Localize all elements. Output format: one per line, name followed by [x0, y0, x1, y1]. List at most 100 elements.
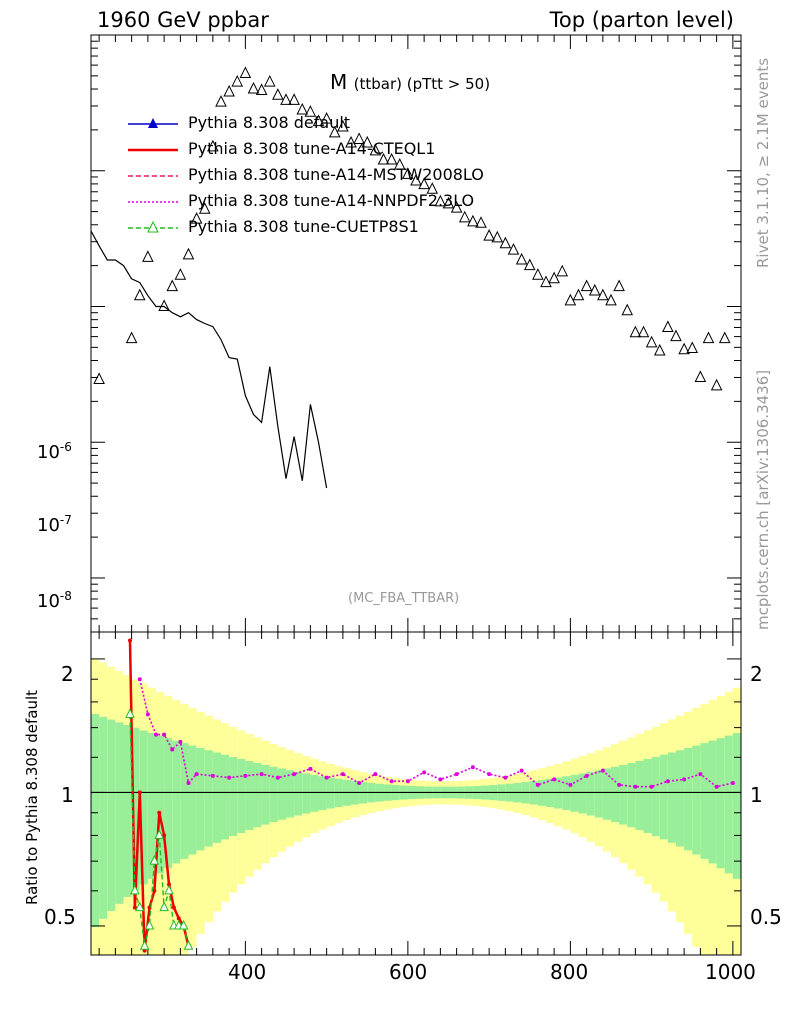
ratio-cuetp-marker — [178, 919, 189, 930]
data-point — [393, 158, 406, 170]
ratio-point — [171, 905, 176, 910]
data-point — [402, 167, 414, 179]
ratio-band-inner — [229, 756, 238, 837]
ratio-point — [714, 784, 719, 789]
ratio-point — [259, 772, 264, 777]
ratio-point — [324, 775, 329, 780]
ratio-point — [730, 781, 735, 786]
data-point — [580, 279, 593, 292]
data-point — [418, 177, 430, 190]
ratio-band-inner — [269, 766, 278, 823]
xtick-1000: 1000 — [705, 960, 756, 984]
ratio-band-inner — [286, 770, 295, 818]
ytick-label-1e-8: 10-8 — [37, 589, 72, 612]
data-point — [475, 216, 487, 228]
legend-label: Pythia 8.308 tune-A14-MSTW2008LO — [188, 165, 484, 184]
data-point — [133, 288, 146, 301]
xtick-400: 400 — [228, 960, 267, 984]
data-point — [345, 135, 357, 148]
ratio-point — [162, 732, 167, 737]
xtick-800: 800 — [550, 960, 589, 984]
ratio-point — [470, 765, 475, 770]
data-point — [247, 81, 260, 94]
ratio-cuetp-marker — [159, 901, 169, 912]
header-right: Top (parton level) — [549, 8, 734, 32]
data-point — [670, 329, 682, 342]
data-point — [377, 152, 390, 165]
data-point — [450, 201, 463, 213]
ratio-band-inner — [172, 740, 181, 864]
data-point — [272, 88, 284, 100]
ratio-point — [389, 779, 394, 784]
ratio-band-inner — [261, 764, 270, 825]
data-point — [548, 271, 560, 284]
ratio-point — [357, 781, 362, 786]
ratio-cuetp-marker — [144, 919, 155, 930]
ratio-point — [152, 888, 157, 893]
ratio-point — [438, 777, 443, 782]
ratio-band-inner — [619, 764, 628, 825]
plot-title-main: M — [330, 70, 348, 94]
ratio-ytick-2-left: 2 — [61, 662, 74, 686]
data-point — [458, 210, 471, 223]
ytick-label-1e-6: 10-6 — [37, 440, 72, 463]
ratio-point — [137, 677, 142, 682]
data-point — [215, 95, 227, 107]
data-point — [361, 135, 374, 148]
data-point — [312, 114, 325, 127]
ratio-band-inner — [156, 735, 165, 874]
data-point — [662, 320, 674, 333]
ratio-cuetp-marker — [130, 884, 140, 895]
ratio-point — [167, 882, 171, 887]
ratio-band-inner — [602, 768, 611, 820]
ratio-band-inner — [204, 750, 213, 847]
ratio-frame — [90, 631, 742, 956]
ratio-band-inner — [611, 766, 620, 823]
data-point — [613, 279, 625, 292]
ratio-ytick-1-right: 1 — [750, 783, 763, 807]
data-point — [507, 243, 520, 255]
data-point — [320, 112, 333, 124]
ratio-band-inner — [131, 727, 140, 891]
data-point — [597, 288, 609, 301]
ratio-point — [137, 790, 142, 795]
data-point — [231, 74, 244, 87]
ratio-cuetp-marker — [154, 829, 165, 839]
data-point — [434, 194, 447, 207]
ratio-ytick-1-left: 1 — [61, 783, 74, 807]
ratio-cuetp-marker — [149, 855, 160, 865]
data-point — [645, 335, 658, 348]
data-point — [207, 139, 219, 152]
ratio-point — [162, 833, 167, 838]
ratio-point — [600, 768, 605, 773]
ratio-band-inner — [716, 738, 725, 869]
ratio-point — [128, 638, 132, 643]
ratio-cuetp-marker — [139, 940, 150, 950]
ratio-band-inner — [139, 730, 148, 885]
ratio-band-inner — [554, 777, 563, 809]
ratio-point — [649, 784, 654, 789]
data-point — [499, 236, 512, 249]
data-point — [263, 74, 276, 87]
ratio-band-inner — [700, 743, 709, 859]
legend-label: Pythia 8.308 tune-CUETP8S1 — [188, 217, 419, 236]
data-point — [442, 196, 455, 209]
data-point — [182, 247, 195, 260]
data-point — [605, 293, 617, 306]
ratio-point — [487, 772, 492, 777]
ratio-ytick-05-left: 0.5 — [44, 905, 76, 929]
data-point — [190, 212, 203, 224]
ratio-band-inner — [326, 777, 335, 809]
ratio-point — [186, 781, 191, 786]
data-point — [523, 258, 536, 271]
ratio-band-inner — [684, 747, 693, 851]
ratio-point — [275, 775, 280, 780]
ratio-point — [157, 810, 162, 815]
data-point — [385, 152, 398, 165]
ratio-point — [519, 768, 524, 773]
ratio-point — [617, 782, 622, 787]
data-point — [174, 268, 187, 280]
ratio-point — [535, 782, 540, 787]
side-rivet-text: Rivet 3.1.10, ≥ 2.1M events — [754, 57, 772, 268]
